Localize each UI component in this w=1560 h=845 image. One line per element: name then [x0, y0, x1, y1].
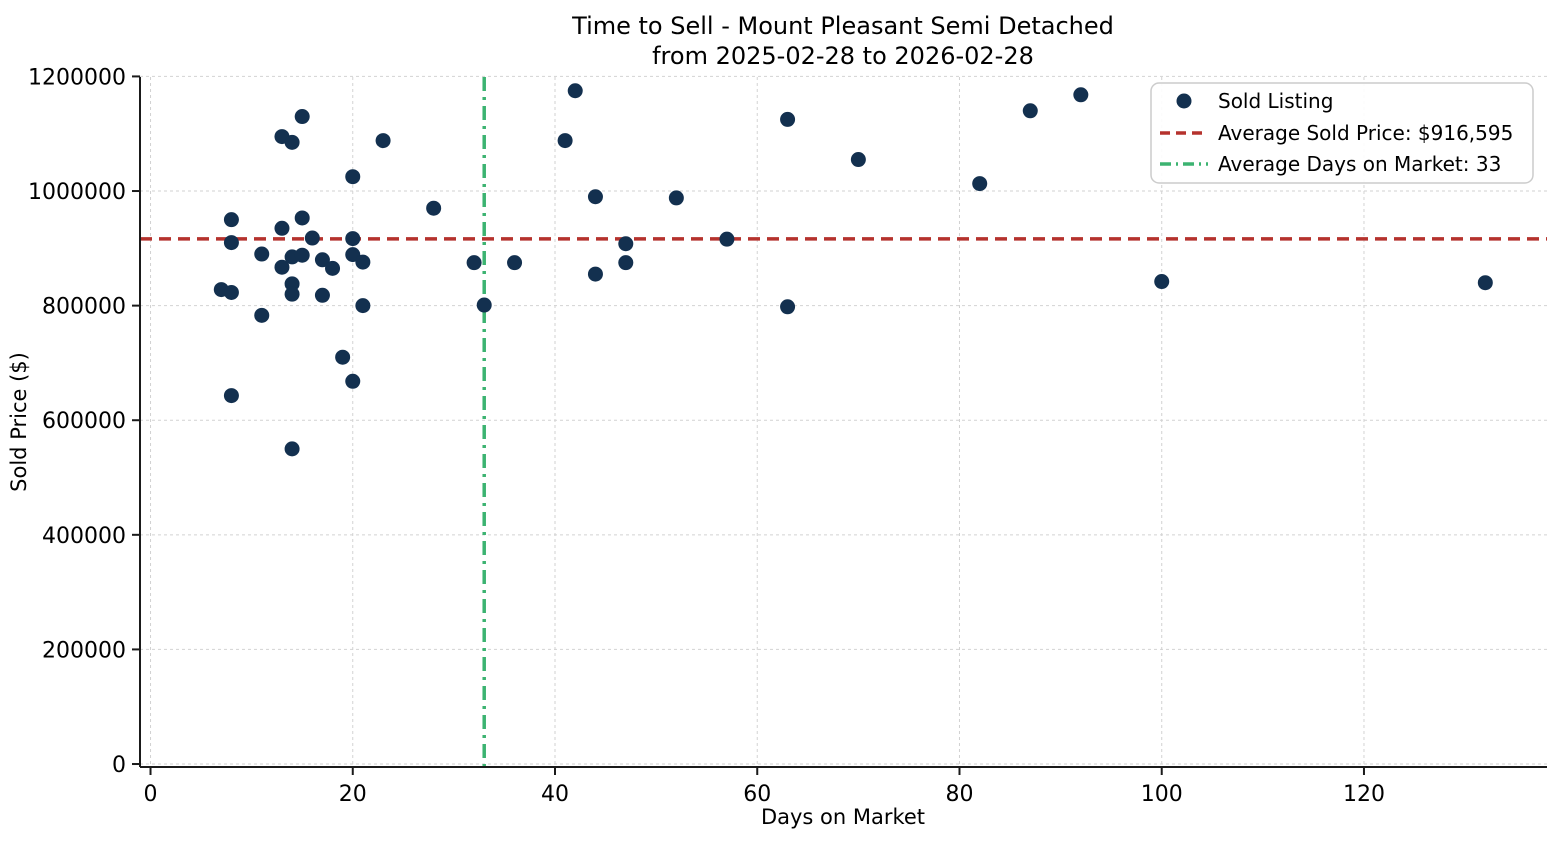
y-tick-label: 400000: [42, 524, 126, 549]
x-axis-label: Days on Market: [761, 805, 925, 829]
scatter-point: [335, 349, 351, 365]
scatter-point: [345, 231, 361, 247]
legend-sold-listing-marker-icon: [1176, 93, 1192, 109]
scatter-point: [476, 297, 492, 313]
scatter-point: [345, 169, 361, 185]
scatter-point: [1073, 87, 1089, 103]
scatter-point: [587, 189, 603, 205]
scatter-point: [1477, 275, 1493, 291]
scatter-point: [719, 231, 735, 247]
scatter-point: [466, 255, 482, 271]
y-tick-label: 0: [112, 753, 126, 778]
scatter-point: [1154, 274, 1170, 290]
scatter-point: [314, 287, 330, 303]
scatter-point: [507, 255, 523, 271]
scatter-point: [345, 373, 361, 389]
scatter-point: [850, 152, 866, 168]
scatter-point: [972, 176, 988, 192]
scatter-point: [557, 133, 573, 149]
y-tick-label: 200000: [42, 638, 126, 663]
scatter-point: [618, 255, 634, 271]
scatter-point: [254, 246, 270, 262]
scatter-point: [618, 236, 634, 252]
scatter-point: [284, 286, 300, 302]
scatter-point: [355, 254, 371, 270]
scatter-point: [1022, 103, 1038, 119]
legend: Sold Listing Average Sold Price: $916,59…: [1150, 82, 1534, 184]
scatter-point: [294, 210, 310, 226]
scatter-point: [668, 190, 684, 206]
scatter-point: [294, 109, 310, 125]
y-tick-label: 1000000: [28, 180, 126, 205]
scatter-point: [223, 284, 239, 300]
scatter-point: [375, 133, 391, 149]
legend-avg-days-label: Average Days on Market: 33: [1218, 152, 1501, 176]
legend-box: [1150, 82, 1534, 184]
x-tick-label: 40: [541, 782, 569, 807]
scatter-point: [254, 307, 270, 323]
average-lines-layer: [140, 77, 1547, 767]
x-tick-label: 100: [1141, 782, 1183, 807]
chart-title: Time to Sell - Mount Pleasant Semi Detac…: [571, 12, 1114, 40]
y-tick-label: 600000: [42, 409, 126, 434]
scatter-point: [426, 200, 442, 216]
scatter-point: [284, 134, 300, 150]
scatter-point: [223, 388, 239, 404]
scatter-point: [274, 220, 290, 236]
y-tick-label: 800000: [42, 295, 126, 320]
x-tick-label: 0: [144, 782, 158, 807]
scatter-points-layer: [213, 83, 1493, 457]
scatter-point: [780, 111, 796, 127]
legend-sold-listing-label: Sold Listing: [1218, 89, 1333, 113]
chart-subtitle: from 2025-02-28 to 2026-02-28: [652, 42, 1034, 70]
scatter-point: [223, 235, 239, 251]
scatter-point: [304, 230, 320, 246]
scatter-point: [587, 266, 603, 282]
x-tick-label: 80: [945, 782, 973, 807]
y-axis-label: Sold Price ($): [7, 352, 31, 492]
scatter-point: [314, 252, 330, 268]
scatter-point: [294, 247, 310, 263]
scatter-point: [780, 299, 796, 315]
scatter-point: [284, 441, 300, 457]
scatter-point: [284, 276, 300, 292]
scatter-point: [567, 83, 583, 99]
x-tick-label: 60: [743, 782, 771, 807]
x-tick-label: 120: [1343, 782, 1385, 807]
legend-avg-price-label: Average Sold Price: $916,595: [1218, 121, 1513, 145]
scatter-point: [223, 212, 239, 228]
scatter-point: [355, 298, 371, 314]
axes-layer: 0 20 40 60 80 100 120 0 200000 400000 600000 800000…: [28, 65, 1547, 807]
x-tick-label: 20: [339, 782, 367, 807]
grid-layer: [140, 75, 1547, 767]
scatter-point: [325, 260, 341, 276]
y-tick-label: 1200000: [28, 65, 126, 90]
scatter-point: [274, 259, 290, 275]
